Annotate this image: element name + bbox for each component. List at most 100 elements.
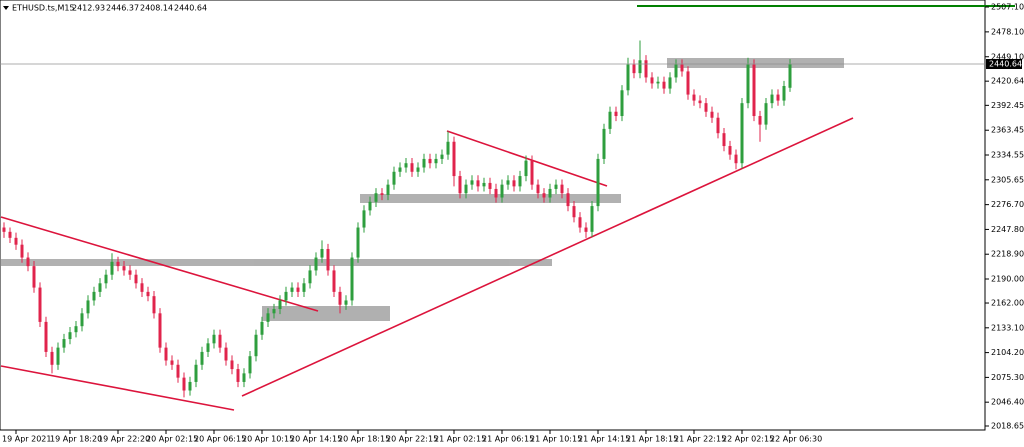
candle-body [674,64,678,78]
candle-body [482,182,486,187]
candle-body [56,347,60,365]
candle-body [200,351,204,365]
trendline [241,117,854,397]
candle-body [38,287,42,322]
candle-body [356,227,360,258]
candle-body [134,274,138,284]
candle-body [110,261,114,275]
candle-body [314,257,318,271]
y-tick-label: 2449.10 [991,52,1024,61]
candle-body [578,217,582,228]
candle-body [2,227,6,232]
candle-body [488,182,492,189]
candle-body [242,373,246,382]
x-tick-label: 20 Apr 22:15 [386,435,438,444]
candle-body [344,300,348,305]
candle-body [272,309,276,314]
candle-body [770,94,774,104]
candle-body [260,321,264,335]
candle-body [8,231,12,238]
x-tick-label: 20 Apr 06:15 [194,435,246,444]
candle-body [452,141,456,177]
candle-body [350,257,354,301]
candle-body [62,339,66,348]
y-tick-label: 2218.90 [991,250,1024,259]
candle-body [752,64,756,117]
candle-body [422,158,426,168]
x-tick-label: 21 Apr 06:15 [482,435,534,444]
candle-body [116,261,120,267]
candle-body [362,210,366,228]
candle-body [86,300,90,314]
candle-body [464,184,468,194]
candle-body [374,193,378,202]
candle-body [722,133,726,147]
candle-body [140,283,144,292]
candle-body [626,64,630,91]
candle-body [326,248,330,271]
candle-body [380,193,384,195]
candle-body [530,160,534,185]
candle-body [338,291,342,305]
y-tick-label: 2133.10 [991,323,1024,332]
x-tick-label: 21 Apr 02:15 [434,435,486,444]
candle-body [296,287,300,292]
candle-body [440,154,444,159]
candle-body [74,326,78,333]
candle-body [506,180,510,185]
candle-body [320,248,324,258]
candle-body [44,321,48,352]
candle-body [572,206,576,218]
candle-body [782,86,786,101]
candle-body [602,128,606,159]
candle-body [404,163,408,168]
y-tick-label: 2392.45 [991,101,1024,110]
y-tick-label: 2420.64 [991,77,1024,86]
candle-body [494,188,498,198]
candle-body [32,266,36,288]
candle-body [152,296,156,314]
trendline [446,130,608,187]
candle-body [620,90,624,117]
menu-arrow[interactable] [3,6,9,10]
candle-body [734,154,738,164]
candle-body [596,158,600,207]
candle-body [122,266,126,271]
x-tick-label: 19 Apr 18:20 [50,435,102,444]
candle-body [680,64,684,72]
candle-body [212,334,216,344]
candle-body [188,381,192,391]
candle-body [758,116,762,125]
candle-body [284,291,288,301]
x-tick-label: 21 Apr 22:15 [674,435,726,444]
ohlc-open: 2412.93 [72,4,105,13]
candle-body [194,364,198,382]
candle-body [416,167,420,172]
candle-body [410,163,414,172]
trendline [0,365,235,411]
price-label: 2440.64 [989,60,1022,69]
candle-body [218,334,222,348]
y-tick-label: 2247.80 [991,225,1024,234]
candle-body [332,270,336,292]
candle-body [662,81,666,89]
candle-body [692,94,696,101]
x-tick-label: 22 Apr 02:15 [722,435,774,444]
zone [1,259,552,266]
y-tick-label: 2162.00 [991,299,1024,308]
candle-body [518,176,522,187]
candle-body [98,283,102,292]
candle-body [176,364,180,378]
y-tick-label: 2046.40 [991,398,1024,407]
candle-body [740,103,744,164]
candle-body [566,193,570,207]
candle-body [392,171,396,185]
candle-body [560,184,564,194]
candle-body [536,184,540,194]
candle-body [254,334,258,357]
x-tick-label: 21 Apr 14:15 [578,435,630,444]
plot-area [0,0,986,431]
candle-body [650,77,654,84]
candle-body [686,71,690,95]
